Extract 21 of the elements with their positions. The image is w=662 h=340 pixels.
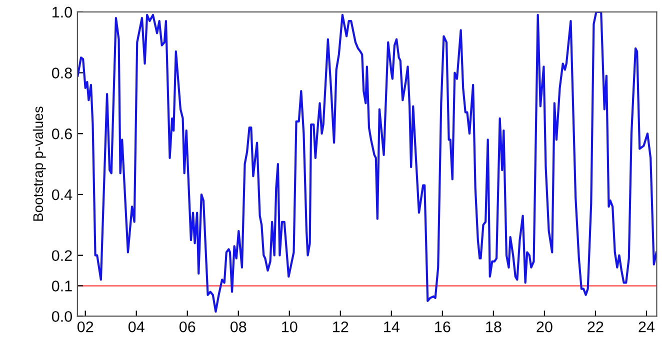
y-tick-label: 0.6	[52, 128, 72, 140]
x-tick-label: 16	[435, 321, 450, 332]
x-tick-label: 08	[230, 321, 246, 332]
x-tick-label: 04	[128, 321, 144, 332]
x-tick-label: 14	[384, 322, 400, 332]
x-tick-label: 10	[282, 321, 298, 332]
y-tick-label: 0.8	[52, 68, 72, 78]
y-axis-title: Bootstrap p-values	[32, 106, 46, 221]
y-tick-label: 0.2	[52, 250, 72, 262]
y-tick-label: 0.4	[52, 189, 72, 200]
y-tick-label: 0.1	[52, 280, 72, 292]
x-tick-label: 18	[486, 321, 502, 332]
line-series	[77, 12, 657, 313]
x-tick-label: 06	[179, 321, 196, 332]
y-tick-label: 1.0	[52, 6, 72, 18]
x-tick-label: 12	[333, 321, 348, 332]
x-tick-label: 22	[588, 321, 604, 332]
y-tick-label: 0.0	[52, 311, 72, 322]
x-tick-label: 20	[536, 321, 552, 332]
x-tick-label: 02	[77, 321, 94, 332]
x-tick-label: 24	[638, 321, 655, 332]
